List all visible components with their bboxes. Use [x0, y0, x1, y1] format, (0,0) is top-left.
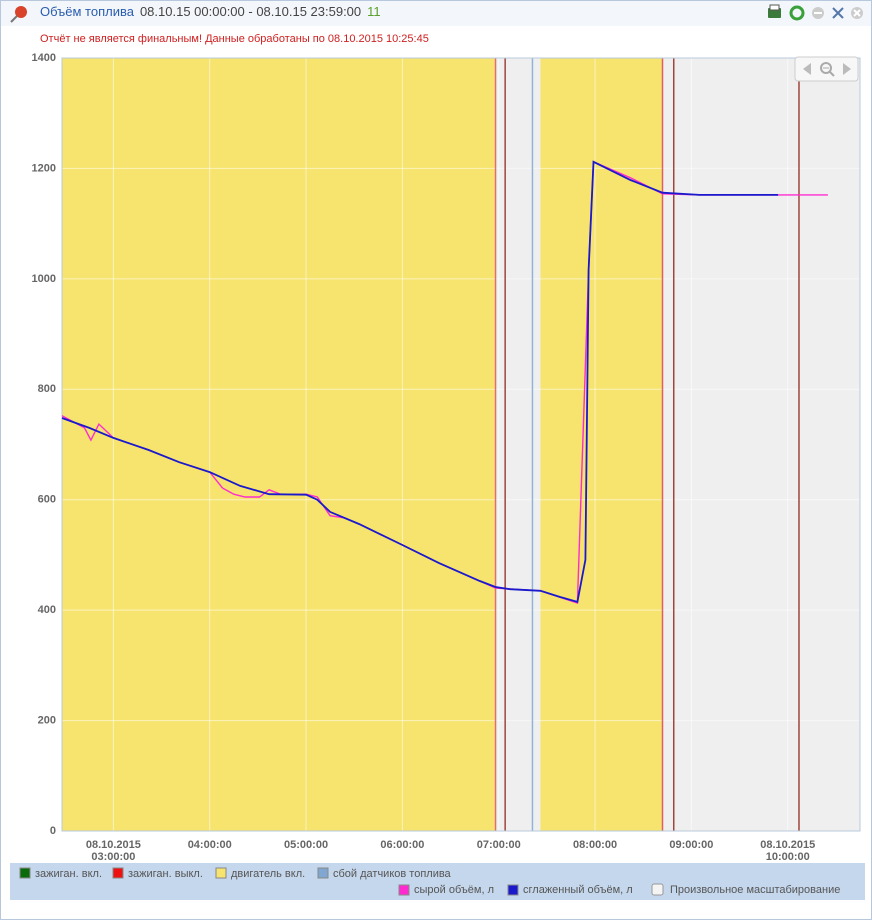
- legend-swatch: [398, 884, 410, 896]
- legend-label[interactable]: сглаженный объём, л: [523, 884, 633, 896]
- legend-swatch: [317, 867, 329, 879]
- legend-label[interactable]: двигатель вкл.: [231, 868, 305, 880]
- legend-swatch: [215, 867, 227, 879]
- pin-icon: [10, 6, 27, 23]
- y-tick-label: 800: [38, 383, 56, 395]
- y-tick-label: 1200: [32, 162, 56, 174]
- legend-label[interactable]: сырой объём, л: [414, 884, 494, 896]
- x-tick-label: 08.10.2015 10:00:00: [760, 839, 815, 863]
- y-tick-label: 1400: [32, 52, 56, 64]
- scroll-right-button[interactable]: [843, 63, 851, 75]
- zoom-box: [794, 56, 859, 82]
- x-tick-label: 04:00:00: [188, 839, 232, 851]
- x-tick-label: 05:00:00: [284, 839, 328, 851]
- y-tick-label: 400: [38, 604, 56, 616]
- title-count: 11: [367, 4, 381, 19]
- legend-swatch: [507, 884, 519, 896]
- legend-label[interactable]: зажиган. вкл.: [35, 868, 102, 880]
- series-line: [61, 160, 779, 604]
- scroll-left-button[interactable]: [803, 63, 811, 75]
- maximize-button[interactable]: [832, 7, 844, 19]
- scale-option-label[interactable]: Произвольное масштабирование: [670, 884, 840, 896]
- x-tick-label: 06:00:00: [380, 839, 424, 851]
- x-tick-label: 08:00:00: [573, 839, 617, 851]
- close-button[interactable]: [851, 7, 863, 19]
- x-tick-label: 09:00:00: [669, 839, 713, 851]
- title: Объём топлива 08.10.15 00:00:00 - 08.10.1…: [40, 4, 381, 19]
- y-tick-label: 600: [38, 494, 56, 506]
- legend-swatch: [19, 867, 31, 879]
- title-bar: [1, 1, 871, 26]
- plot-border: [61, 57, 861, 832]
- x-tick-label: 08.10.2015 03:00:00: [86, 839, 141, 863]
- x-tick-label: 07:00:00: [477, 839, 521, 851]
- legend-panel: [10, 863, 865, 900]
- legend: зажиган. вкл. зажиган. выкл. двигатель вкл…: [19, 867, 840, 896]
- refresh-button[interactable]: [789, 5, 805, 21]
- print-button[interactable]: [768, 4, 781, 18]
- legend-swatch: [112, 867, 124, 879]
- zoom-out-button[interactable]: [820, 62, 835, 77]
- plot: 0 200 400 600 800 1000 1200 1400 08.10.2015 03:00…: [32, 52, 861, 863]
- engine-on-band: [62, 58, 496, 831]
- zoom-controls: [794, 56, 859, 82]
- scale-checkbox[interactable]: [651, 883, 664, 896]
- minimize-button[interactable]: [812, 7, 824, 19]
- y-tick-label: 0: [50, 825, 56, 837]
- y-tick-label: 200: [38, 714, 56, 726]
- legend-label[interactable]: зажиган. выкл.: [128, 868, 203, 880]
- notice: Отчёт не является финальным! Данные обра…: [40, 33, 429, 45]
- y-tick-label: 1000: [32, 273, 56, 285]
- title-name: Объём топлива: [40, 4, 135, 19]
- title-period: 08.10.15 00:00:00 - 08.10.15 23:59:00: [140, 4, 361, 19]
- engine-on-band: [540, 58, 663, 831]
- legend-label[interactable]: сбой датчиков топлива: [333, 868, 452, 880]
